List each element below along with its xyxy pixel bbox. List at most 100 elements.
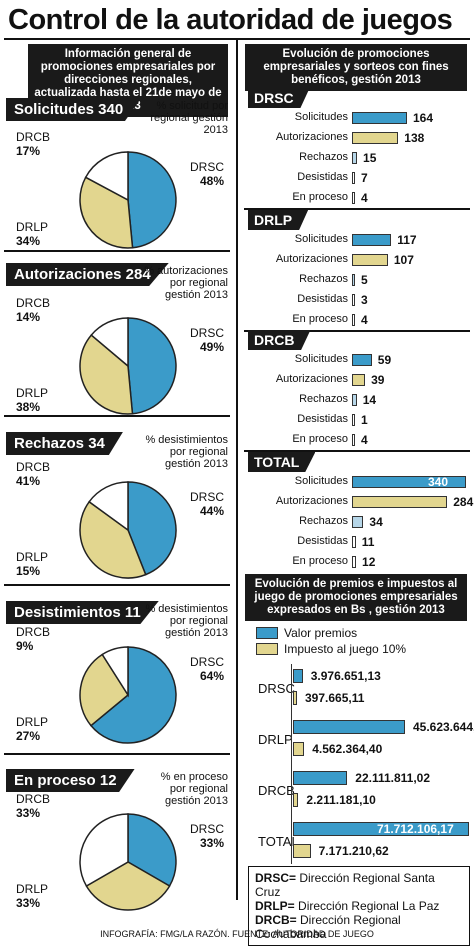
pie-separator: [4, 415, 230, 417]
pie-label-name: DRSC: [189, 822, 224, 836]
pie-label-drsc: DRSC 49%: [182, 326, 224, 354]
bar-category-label: Solicitudes: [294, 353, 348, 365]
bar-value-label: 117: [397, 233, 417, 247]
premios-bar: [293, 822, 469, 836]
pie-label-name: DRCB: [16, 460, 51, 474]
premios-bar: [293, 691, 297, 705]
regional-legend: DRSC= Dirección Regional Santa Cruz DRLP…: [248, 866, 470, 946]
bar-section-title: DRLP: [248, 210, 309, 230]
bar-category-label: En proceso: [292, 433, 348, 445]
pie-label-value: 48%: [199, 174, 224, 188]
bar-category-label: Desistidas: [297, 171, 348, 183]
bar: [352, 314, 355, 326]
bar-value-label: 4: [361, 191, 368, 205]
pie-label-drsc: DRSC 33%: [182, 822, 224, 850]
pie-subtitle: % solicitud por regional gestión 2013: [150, 100, 228, 136]
pie-label-value: 41%: [16, 474, 41, 488]
premios-value-label: 71.712.106,17: [377, 822, 454, 836]
pie-label-value: 33%: [199, 836, 224, 850]
bar-category-label: Autorizaciones: [275, 373, 348, 385]
pie-slice-drsc: [89, 646, 177, 744]
pie-label-drsc: DRSC 64%: [182, 655, 224, 683]
pie-label-drcb: DRCB 41%: [16, 460, 50, 488]
pie-label-drlp: DRLP 38%: [16, 386, 48, 414]
bar: [352, 132, 399, 144]
legend-swatch: [256, 643, 278, 655]
bar: [352, 274, 355, 286]
credits: INFOGRAFÍA: FMG/LA RAZÓN. FUENTE: AUTORI…: [100, 929, 374, 939]
bar: [352, 172, 355, 184]
bar-value-label: 14: [362, 393, 377, 407]
bar: [352, 516, 364, 528]
pie-label-value: 15%: [16, 564, 41, 578]
pie-label-value: 34%: [16, 234, 41, 248]
bar: [352, 414, 355, 426]
bar: [352, 152, 358, 164]
column-divider: [236, 40, 238, 900]
bar-section-title: DRCB: [248, 330, 311, 350]
pie-title: Solicitudes 340: [6, 98, 142, 121]
legend-drlp: DRLP= Dirección Regional La Paz: [255, 899, 440, 913]
premios-value-label: 45.623.644,02: [412, 720, 474, 734]
bar-separator: [244, 450, 470, 452]
premios-value-label: 4.562.364,40: [312, 742, 383, 756]
bar: [352, 112, 407, 124]
bar-category-label: En proceso: [292, 555, 348, 567]
pie-label-value: 44%: [199, 504, 224, 518]
pie-label-name: DRSC: [189, 655, 224, 669]
bar-value-label: 138: [404, 131, 425, 145]
bar-category-label: Autorizaciones: [275, 495, 348, 507]
pie-label-name: DRSC: [189, 490, 224, 504]
pie-subtitle: % desistimientos por regional gestión 20…: [145, 434, 228, 470]
pie-slice-drsc: [127, 317, 177, 415]
pie-label-drlp: DRLP 27%: [16, 715, 48, 743]
legend-swatch: [256, 627, 278, 639]
bar-category-label: Desistidas: [297, 413, 348, 425]
pie-label-name: DRCB: [16, 625, 51, 639]
pie-label-value: 33%: [16, 806, 41, 820]
pie-label-value: 17%: [16, 144, 41, 158]
pie-slice-drcb: [90, 317, 129, 368]
pie-label-name: DRCB: [16, 130, 51, 144]
pie-subtitle: % en proceso por regional gestión 2013: [160, 771, 228, 807]
pie-label-drcb: DRCB 9%: [16, 625, 50, 653]
bar: [352, 354, 372, 366]
bar-category-label: Solicitudes: [294, 111, 348, 123]
legend-label: Impuesto al juego 10%: [284, 642, 407, 656]
bar-category-label: Solicitudes: [294, 233, 348, 245]
pie-label-value: 49%: [199, 340, 224, 354]
pie-slice-drcb: [84, 151, 129, 202]
premios-value-label: 7.171.210,62: [318, 844, 389, 858]
pie-label-name: DRLP: [16, 882, 49, 896]
bar: [352, 374, 366, 386]
pie-slice-drsc: [127, 481, 177, 576]
right-header: Evolución de promociones empresariales y…: [245, 44, 467, 91]
pie-slice-drlp: [85, 861, 171, 911]
bar-category-label: Rechazos: [299, 515, 348, 527]
premios-category-label: DRLP: [258, 732, 293, 747]
bar-separator: [244, 208, 470, 210]
bar-value-label: 12: [362, 555, 376, 569]
bar-value-label: 5: [361, 273, 368, 287]
premios-category-label: DRSC: [258, 681, 295, 696]
title-underline: [4, 38, 470, 40]
bar-category-label: Solicitudes: [294, 475, 348, 487]
pie-label-value: 9%: [16, 639, 34, 653]
premios-category-label: DRCB: [258, 783, 295, 798]
pie-label-value: 27%: [16, 729, 41, 743]
premios-bar: [293, 771, 348, 785]
pie-label-drsc: DRSC 48%: [182, 160, 224, 188]
pie-label-drcb: DRCB 14%: [16, 296, 50, 324]
page-title: Control de la autoridad de juegos: [8, 4, 453, 36]
pie-slice-drlp: [79, 500, 147, 579]
pie-separator: [4, 250, 230, 252]
pie-label-drlp: DRLP 33%: [16, 882, 48, 910]
pie-slice-drsc: [127, 813, 177, 888]
bar-value-label: 34: [369, 515, 383, 529]
bar: [352, 234, 392, 246]
premios-value-label: 3.976.651,13: [310, 669, 381, 683]
bar-category-label: Rechazos: [299, 273, 348, 285]
pie-label-drlp: DRLP 34%: [16, 220, 48, 248]
pie-label-name: DRLP: [16, 550, 49, 564]
bar-value-label: 4: [361, 313, 368, 327]
